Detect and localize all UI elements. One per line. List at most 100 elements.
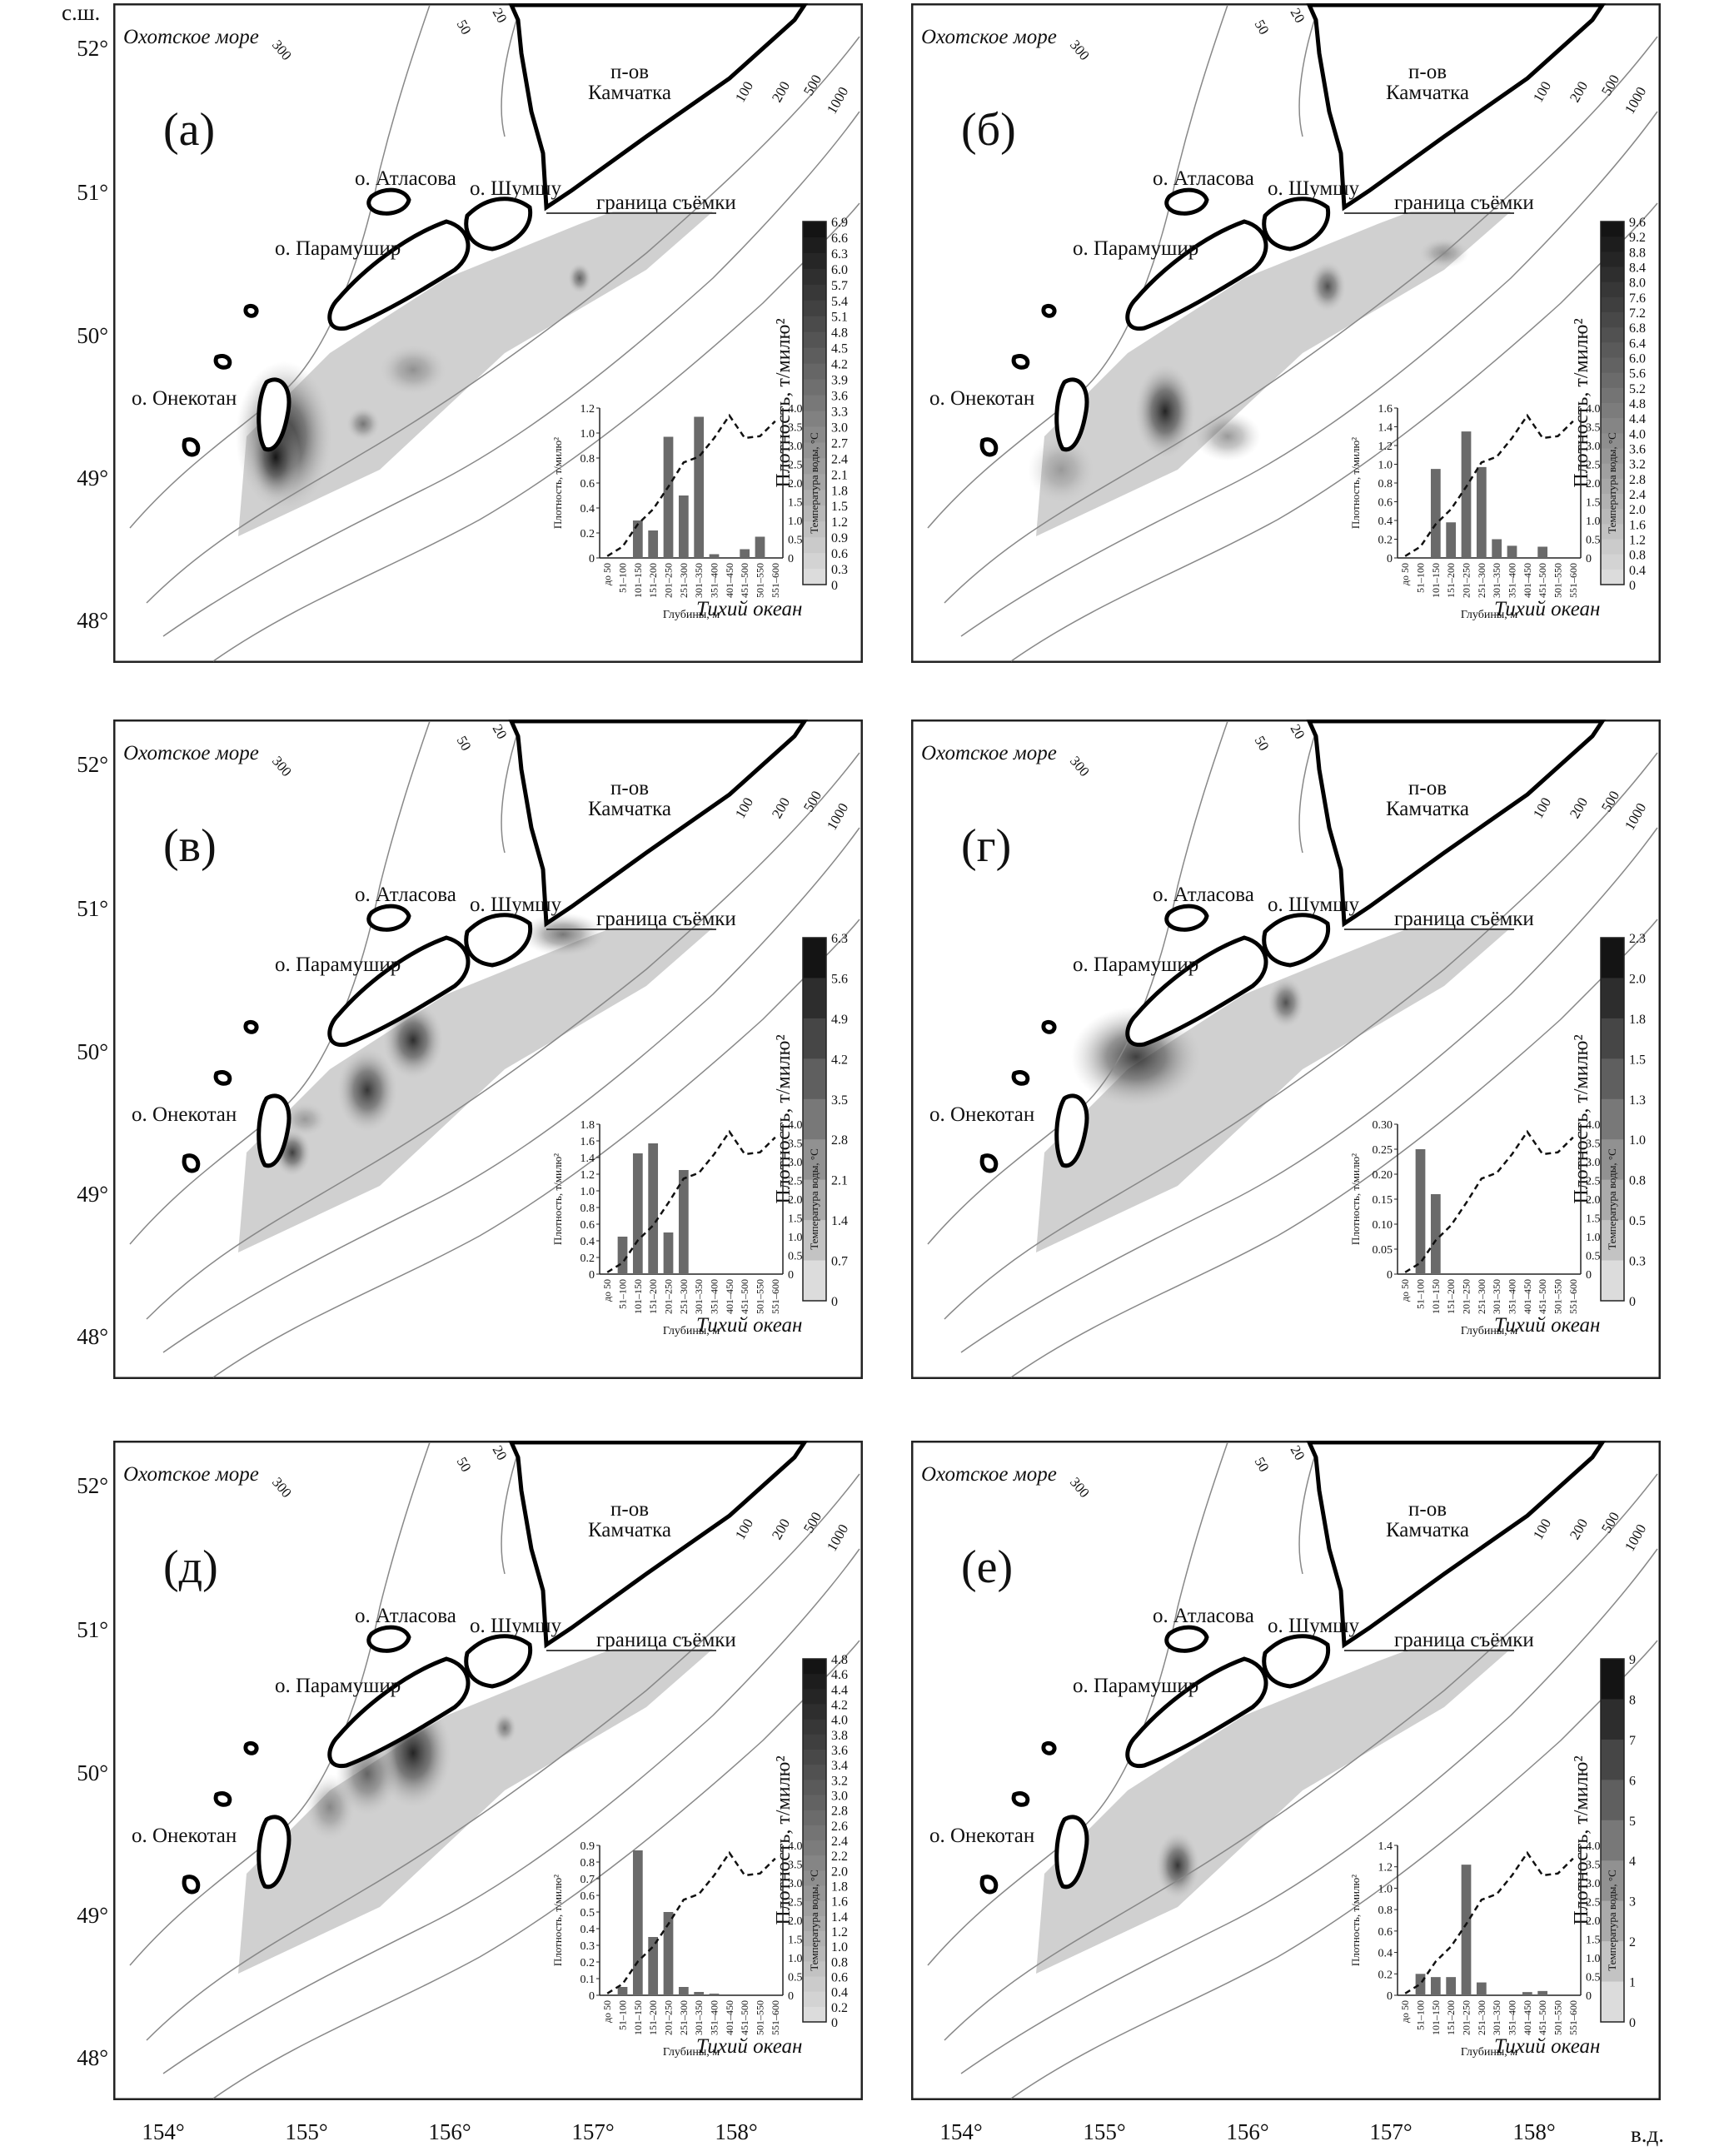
inset-y-tick: 0.8: [1378, 1905, 1393, 1917]
inset-y2-tick: 2.5: [1586, 1176, 1601, 1188]
inset-y2-tick: 4.0: [788, 1119, 803, 1132]
colorbar-frame: [1600, 221, 1625, 585]
survey-border-label: граница съёмки: [596, 908, 736, 930]
colorbar-title: Плотность, т/милю²: [1571, 1755, 1592, 1924]
shumshu-island: [1262, 913, 1331, 968]
inset-x-tick: 51–100: [1415, 2000, 1427, 2030]
panel-letter: (в): [163, 820, 217, 872]
inset-y-tick: 1.0: [580, 428, 595, 441]
inset-y-tick: 0.6: [1378, 1926, 1393, 1939]
inset-bar: [1446, 522, 1457, 558]
inset-bar: [1476, 1982, 1487, 1995]
small-island: [979, 437, 999, 457]
inset-bar: [1492, 539, 1502, 558]
kamchatka-peninsula: [508, 719, 809, 928]
inset-bar: [694, 1992, 705, 1995]
colorbar-tick: 2.0: [831, 1865, 848, 1879]
inset-x-tick: 151–200: [647, 1279, 659, 1314]
paramushir-label: о. Парамушир: [1073, 954, 1198, 976]
inset-y-tick: 0: [1387, 1269, 1393, 1282]
peninsula-label-line2: Камчатка: [588, 798, 671, 820]
colorbar-tick: 4.6: [831, 1668, 848, 1682]
inset-x-tick: 301–350: [1491, 563, 1502, 598]
colorbar-step: [803, 1765, 826, 1780]
colorbar-step: [1601, 463, 1624, 480]
colorbar-title: Плотность, т/милю²: [1571, 318, 1592, 487]
colorbar-tick: 3.2: [1629, 458, 1646, 472]
inset-bar: [709, 554, 720, 558]
density-hotspot: [346, 407, 380, 441]
colorbar-step: [1601, 938, 1624, 978]
small-island: [1011, 353, 1030, 370]
shumshu-label: о. Шумшу: [470, 1615, 561, 1637]
inset-y-tick: 0: [589, 553, 595, 565]
onekotan-label: о. Онекотан: [132, 1103, 237, 1126]
inset-y-tick: 0.8: [580, 1857, 595, 1870]
inset-x-tick: 151–200: [1445, 563, 1457, 598]
inset-y-tick: 1.4: [1378, 422, 1393, 435]
paramushir-island: [327, 1656, 471, 1769]
inset-y-tick: 0.2: [1378, 535, 1393, 547]
onekotan-label: о. Онекотан: [132, 387, 237, 410]
inset-bar: [678, 1987, 689, 1995]
depth-contour: [944, 752, 1658, 1320]
inset-x-tick: 351–400: [1507, 1279, 1518, 1314]
sea-label: Охотское море: [921, 1463, 1057, 1486]
inset-bar: [648, 1937, 659, 1995]
longitude-tick: 154°: [142, 2119, 185, 2144]
colorbar-step: [803, 1931, 826, 1947]
small-island: [1011, 1069, 1030, 1086]
inset-bar: [1461, 431, 1472, 558]
inset-chart: 0 0.1 0.2 0.3 0.4 0.5 0.6 0.7 0.8 0.9 0 0.5 1.0 1.5 2.…: [551, 1840, 820, 2059]
inset-y-tick: 1.6: [580, 1136, 595, 1148]
colorbar-step: [803, 1704, 826, 1720]
colorbar-step: [1601, 1659, 1624, 1700]
colorbar-tick: 0: [831, 2016, 838, 2030]
inset-y2-tick: 3.0: [788, 441, 803, 453]
longitude-tick: 156°: [1226, 2119, 1269, 2144]
colorbar-tick: 0.3: [831, 563, 848, 577]
inset-bar: [709, 1994, 720, 1995]
inset-x-tick: 51–100: [617, 2000, 629, 2030]
inset-y2-label: Температура воды, °С: [1606, 432, 1618, 534]
colorbar-step: [803, 1674, 826, 1690]
inset-y2-tick: 2.5: [788, 1897, 803, 1910]
colorbar-tick: 1.5: [1629, 1053, 1646, 1067]
density-hotspot: [521, 913, 605, 956]
latitude-tick: 52°: [77, 36, 108, 61]
inset-y-tick: 0.6: [1378, 497, 1393, 510]
colorbar-tick: 4.8: [831, 326, 848, 341]
colorbar-tick: 1.3: [1629, 1093, 1646, 1108]
colorbar-step: [1601, 222, 1624, 237]
small-island: [1041, 1019, 1057, 1034]
inset-x-tick: 251–300: [678, 2000, 690, 2035]
atlasova-island: [366, 187, 411, 216]
inset-y-tick: 0.8: [580, 1202, 595, 1215]
inset-x-tick: 501–550: [755, 2000, 766, 2035]
colorbar-tick: 1.5: [831, 500, 848, 514]
small-island: [243, 1019, 259, 1034]
colorbar-tick: 1.6: [831, 1895, 848, 1910]
colorbar-tick: 8.0: [1629, 276, 1646, 291]
inset-y2-tick: 0.5: [1586, 1972, 1601, 1984]
peninsula-label-line2: Камчатка: [1386, 82, 1469, 104]
shumshu-island: [464, 913, 533, 968]
inset-x-tick: 401–450: [1522, 563, 1533, 598]
inset-y2-tick: 0: [788, 1269, 794, 1282]
depth-contour: [501, 4, 522, 137]
latitude-tick: 48°: [77, 1324, 108, 1349]
inset-x-tick: 151–200: [647, 2000, 659, 2035]
inset-y-tick: 0.30: [1373, 1119, 1393, 1132]
inset-bar: [617, 1987, 628, 1995]
colorbar-tick: 4.8: [831, 1653, 848, 1667]
colorbar-tick: 3.0: [831, 1790, 848, 1804]
survey-area: [1036, 1649, 1511, 1974]
colorbar-tick: 0.8: [831, 1955, 848, 1969]
colorbar-tick: 9.6: [1629, 216, 1646, 230]
inset-x-tick: до 50: [601, 563, 613, 585]
colorbar-tick: 3.5: [831, 1093, 848, 1108]
inset-y-tick: 0.2: [580, 528, 595, 540]
inset-y2-tick: 1.5: [1586, 1934, 1601, 1947]
colorbar-frame: [1600, 937, 1625, 1302]
